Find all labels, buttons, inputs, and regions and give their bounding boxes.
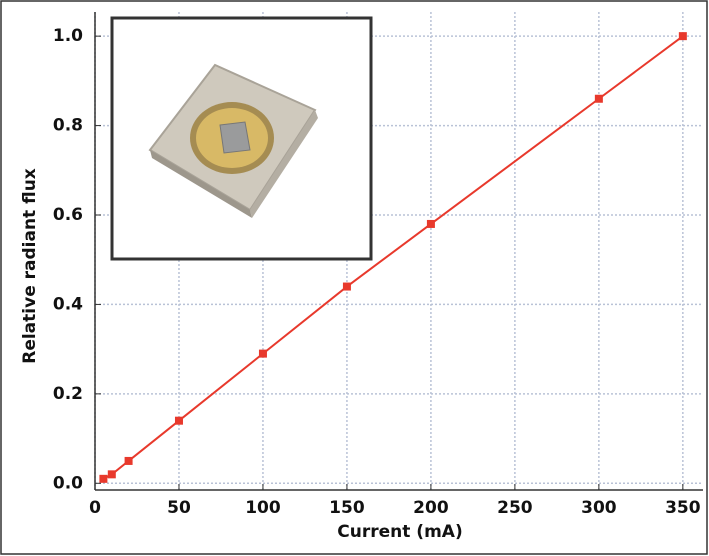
x-tick-label: 150: [329, 498, 365, 518]
y-tick-label: 0.6: [53, 205, 83, 225]
x-axis-label: Current (mA): [337, 522, 462, 542]
x-tick-label: 350: [665, 498, 701, 518]
data-point: [343, 283, 351, 291]
x-tick-label: 0: [89, 498, 101, 518]
data-point: [595, 95, 603, 103]
y-tick-label: 0.4: [53, 294, 83, 314]
x-tick-label: 100: [245, 498, 281, 518]
data-point: [679, 32, 687, 40]
x-tick-label: 50: [167, 498, 191, 518]
chart: Current (mA) Relative radiant flux 0.0 0.…: [0, 0, 709, 556]
data-point: [125, 457, 133, 465]
data-point: [99, 475, 107, 483]
y-tick-label: 0.0: [53, 473, 83, 493]
y-tick-label: 0.2: [53, 384, 83, 404]
data-point: [108, 470, 116, 478]
y-tick-label: 1.0: [53, 26, 83, 46]
inset-photo: [112, 18, 371, 259]
x-tick-label: 250: [497, 498, 533, 518]
data-point: [259, 350, 267, 358]
y-axis-label: Relative radiant flux: [20, 168, 40, 364]
data-point: [427, 220, 435, 228]
data-point: [175, 417, 183, 425]
x-tick-label: 300: [581, 498, 617, 518]
x-tick-label: 200: [413, 498, 449, 518]
y-tick-label: 0.8: [53, 116, 83, 136]
